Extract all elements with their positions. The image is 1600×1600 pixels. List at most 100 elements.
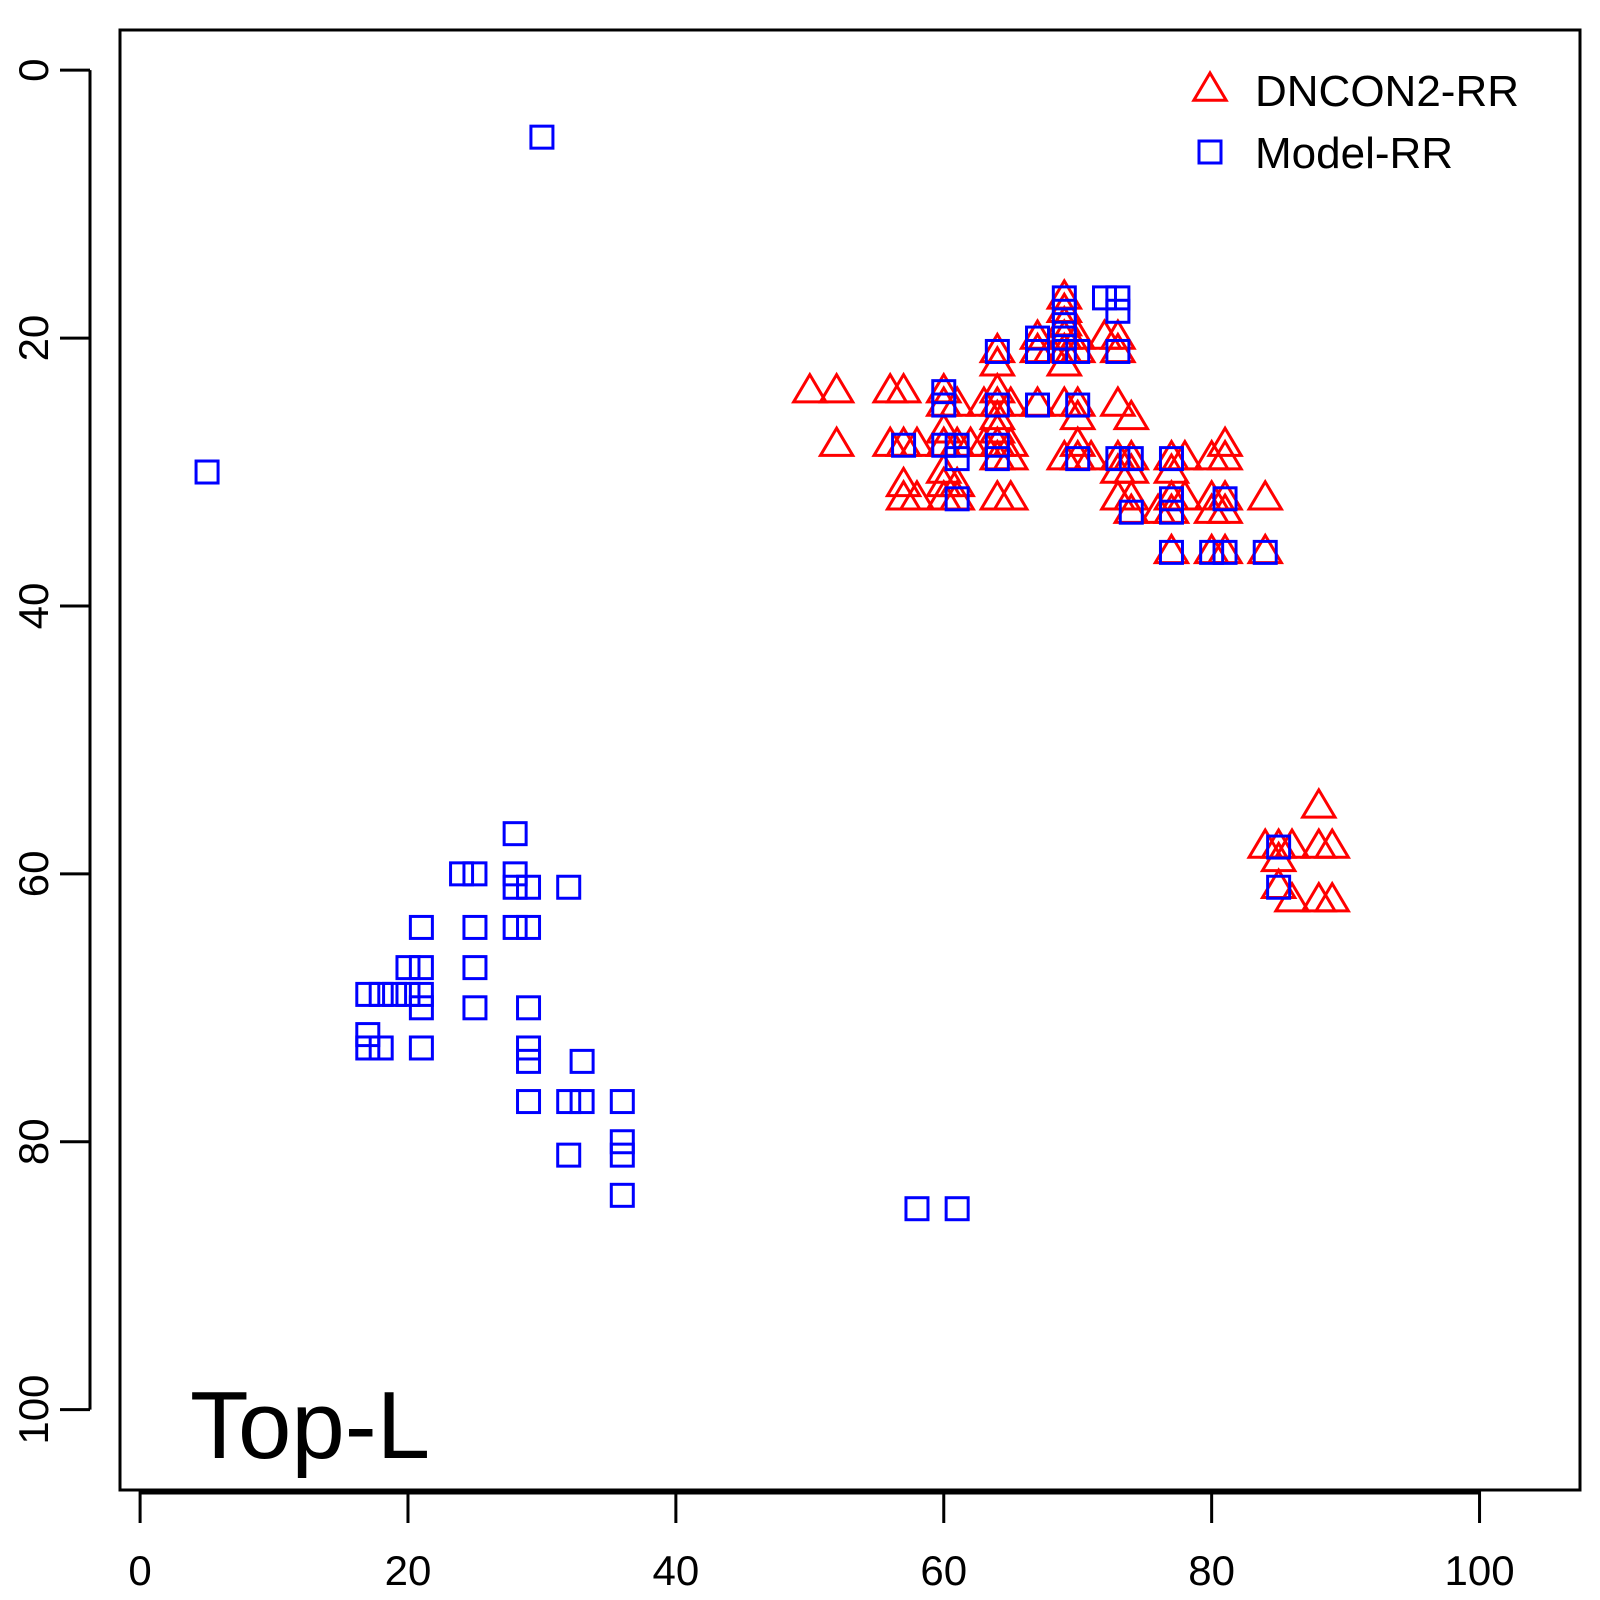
point-triangle [1058,425,1097,457]
point-square [395,955,421,981]
point-square [529,124,555,150]
point-triangle [1206,438,1244,471]
point-square [1051,298,1077,324]
point-square [1025,325,1051,351]
y-axis: 0 20 40 60 80 100 [10,59,92,1445]
legend-marker-triangle [1191,70,1229,102]
point-triangle [924,411,963,444]
point-square [408,981,434,1007]
point-triangle [791,371,829,404]
y-tick-label: 80 [10,1118,57,1165]
x-tick-label: 40 [653,1547,700,1594]
point-square [1212,539,1238,565]
point-square [462,914,488,940]
point-square [1252,539,1278,565]
point-triangle [1313,880,1351,913]
point-square [569,1048,595,1074]
plot-frame [118,28,1582,1492]
point-square [502,821,528,847]
x-tick-label: 0 [128,1547,151,1594]
point-square [609,1089,635,1115]
x-axis: 0 20 40 60 80 100 [128,1490,1515,1594]
point-square [408,995,434,1021]
point-square [408,955,434,981]
y-tick-label: 0 [10,59,57,82]
point-square [1118,446,1144,472]
point-triangle [1246,478,1285,511]
series-model-rr [194,124,1292,1222]
y-tick-label: 40 [10,583,57,630]
point-square [944,1196,970,1222]
point-square [609,1142,635,1168]
point-square [502,914,528,940]
point-square [408,1035,434,1061]
point-square [609,1182,635,1208]
point-square [1212,486,1238,512]
point-square [1065,392,1091,418]
point-triangle [991,385,1030,417]
point-square [368,981,394,1007]
point-triangle [817,425,856,457]
panel-label: Top-L [190,1372,430,1479]
point-square [1105,446,1131,472]
point-triangle [1099,385,1137,417]
point-square [1158,446,1184,472]
point-square [355,1035,381,1061]
point-square [984,392,1010,418]
point-triangle [991,425,1030,457]
point-square [944,446,970,472]
point-triangle [1273,827,1311,859]
x-tick-label: 80 [1188,1547,1235,1594]
point-square [1158,499,1184,525]
point-square [516,995,542,1021]
point-square [516,1048,542,1074]
point-square [462,995,488,1021]
point-square [1158,539,1184,565]
point-square [984,338,1010,364]
point-square [1118,499,1144,525]
point-triangle [1166,438,1204,471]
point-square [1065,446,1091,472]
point-square [944,432,970,458]
point-square [502,874,528,900]
point-square [395,981,421,1007]
legend-label-model-rr: Model-RR [1255,129,1453,178]
point-triangle [898,478,936,511]
point-triangle [1166,478,1204,511]
point-square [931,392,957,418]
point-square [516,1035,542,1061]
point-square [931,432,957,458]
point-square [1065,338,1091,364]
point-square [1105,285,1131,311]
x-tick-label: 60 [920,1547,967,1594]
point-triangle [884,371,923,404]
point-square [569,1089,595,1115]
point-triangle [938,465,976,498]
point-square [1158,486,1184,512]
point-square [1025,338,1051,364]
y-tick-label: 100 [10,1375,57,1445]
x-tick-label: 100 [1445,1547,1515,1594]
point-square [462,861,488,887]
point-triangle [1112,398,1151,431]
legend-marker-square [1197,139,1223,165]
point-square [1051,338,1077,364]
point-square [382,981,408,1007]
point-square [516,1089,542,1115]
x-tick-label: 20 [385,1547,432,1594]
point-square [462,955,488,981]
point-square [984,432,1010,458]
point-square [502,861,528,887]
point-triangle [1099,318,1137,350]
point-triangle [884,465,923,498]
legend-label-dncon2-rr: DNCON2-RR [1255,67,1519,116]
point-square [1051,285,1077,311]
point-triangle [1072,438,1110,471]
point-square [194,459,220,485]
point-square [556,1142,582,1168]
series-dncon2-rr [791,277,1351,913]
point-square [984,446,1010,472]
point-triangle [1313,827,1351,859]
point-square [556,1089,582,1115]
